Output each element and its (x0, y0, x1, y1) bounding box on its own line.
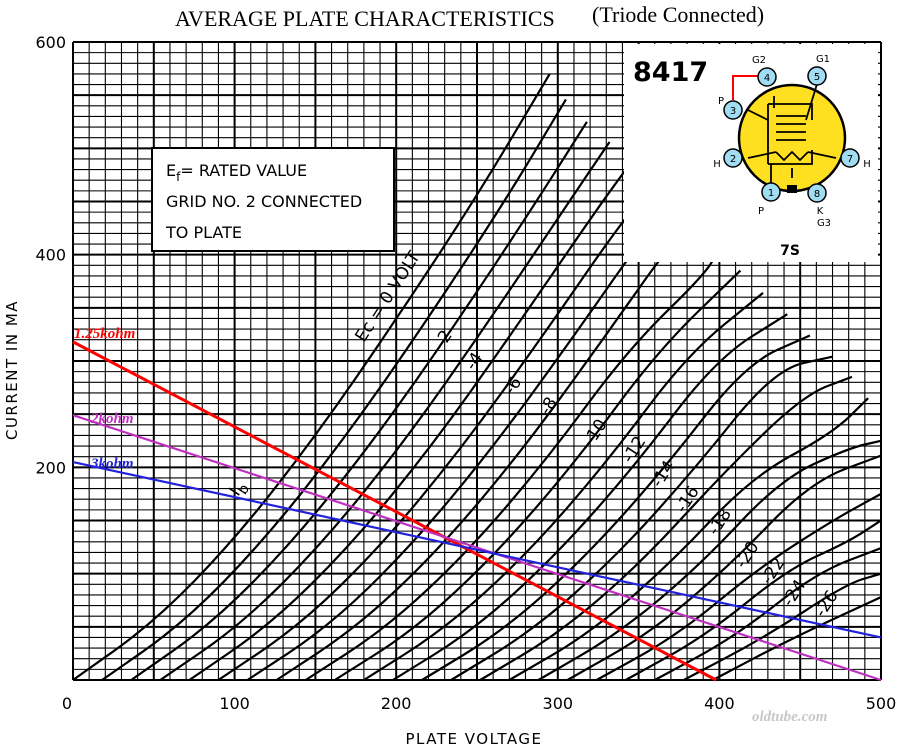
pin-4-label: G2 (752, 55, 766, 66)
tube-electrodes-icon (747, 83, 837, 184)
load-line-1.25kohm (72, 340, 717, 682)
pin-3-icon (723, 100, 743, 120)
tube-key-icon (787, 185, 797, 193)
curve-labels: -2-4-6-8-10 -12-14-16-18-20-22-24 -26 (431, 327, 843, 621)
y-tick-label: 400 (35, 246, 66, 265)
pin-2-label: H (713, 159, 721, 170)
pin-8-number: 8 (814, 189, 820, 200)
note-box-frame (151, 147, 395, 252)
curve-ec--40 (654, 547, 882, 681)
load-lines (72, 340, 882, 682)
pin-7-icon (840, 148, 860, 168)
tube-type-number: 8417 (633, 57, 708, 88)
pin-4-icon (757, 67, 777, 87)
note-ef-symbol: E (166, 161, 176, 180)
curve-label: -20 (732, 538, 764, 572)
pin-2-icon (723, 148, 743, 168)
curve-label: -2 (431, 327, 457, 352)
tube-base-diagram: 8417 1 2 3 4 5 7 8 P H P G2 G1 H K (624, 44, 878, 262)
pin-1-icon (761, 182, 781, 202)
curve-ec--38 (625, 519, 882, 681)
pin-5-number: 5 (814, 72, 820, 83)
curve-ec--24 (421, 334, 811, 681)
strap-wire-icon (732, 75, 764, 100)
curve-ec--22 (392, 313, 788, 681)
curve-ec--26 (450, 355, 833, 681)
pin-1-number: 1 (768, 188, 774, 199)
pin-7-label: H (863, 159, 871, 170)
curve-label: -14 (648, 457, 680, 491)
pin-8-extra-label: G3 (817, 218, 831, 229)
pin-3-number: 3 (730, 106, 736, 117)
curve-ec--20 (363, 292, 764, 681)
curve-ec--12 (246, 204, 675, 681)
curve-ec--10 (217, 183, 656, 681)
curve-ec--28 (479, 375, 853, 681)
pin-8-icon (807, 183, 827, 203)
watermark: oldtube.com (752, 709, 827, 725)
pin-1-label: P (758, 206, 764, 217)
curve-ec--16 (305, 248, 718, 681)
curve-ec--34 (566, 454, 882, 681)
curve-ec-0 (72, 73, 551, 681)
note-box: Ef= RATED VALUE GRID NO. 2 CONNECTED TO … (151, 147, 395, 252)
x-tick-label: 500 (866, 694, 897, 713)
plate-curves (72, 73, 882, 681)
pin-2-number: 2 (730, 154, 736, 165)
note-line-3: TO PLATE (165, 223, 242, 242)
curve-ec--8 (188, 162, 632, 681)
pin-5-label: G1 (816, 54, 830, 65)
load-label-2kohm: 2kohm (90, 411, 134, 427)
curve-ec--4 (130, 121, 588, 681)
curve-ec--14 (275, 227, 704, 681)
load-line-3kohm (72, 460, 882, 639)
note-ef-subscript: f (176, 170, 181, 184)
load-line-2kohm (72, 414, 882, 682)
note-ef-value: = RATED VALUE (180, 161, 307, 180)
note-line-1: Ef= RATED VALUE (166, 161, 307, 184)
note-line-2: GRID NO. 2 CONNECTED (166, 192, 362, 211)
chart-subtitle: (Triode Connected) (592, 2, 764, 27)
y-tick-label: 600 (35, 33, 66, 52)
y-axis-title: CURRENT IN MA (3, 300, 21, 440)
curve-label: -6 (500, 373, 526, 398)
pin-3-label: P (718, 96, 724, 107)
axis-ticks: 0 100 200 300 400 500 200 400 600 (35, 33, 896, 713)
base-code: 7S (780, 243, 800, 259)
curve-ec--32 (537, 439, 882, 681)
load-label-1-25kohm: 1.25kohm (74, 326, 135, 342)
chart-title: AVERAGE PLATE CHARACTERISTICS (175, 6, 555, 31)
curve-ec--30 (508, 397, 869, 681)
x-tick-label: 200 (381, 694, 412, 713)
x-axis-title: PLATE VOLTAGE (406, 730, 543, 748)
x-tick-label: 100 (219, 694, 250, 713)
curve-label: -12 (618, 433, 650, 467)
pin-8-label: K (817, 206, 824, 217)
x-tick-label: 300 (543, 694, 574, 713)
curve-ec--2 (101, 98, 567, 681)
x-tick-label: 0 (62, 694, 72, 713)
pin-7-number: 7 (847, 154, 853, 165)
curve-ec--42 (683, 572, 882, 681)
curve-label: -4 (461, 349, 487, 374)
x-tick-label: 400 (704, 694, 735, 713)
curve-ec--6 (159, 141, 611, 681)
pin-4-number: 4 (764, 73, 770, 84)
pin-5-icon (807, 66, 827, 86)
curve-ec--18 (334, 269, 742, 681)
y-tick-label: 200 (35, 458, 66, 477)
